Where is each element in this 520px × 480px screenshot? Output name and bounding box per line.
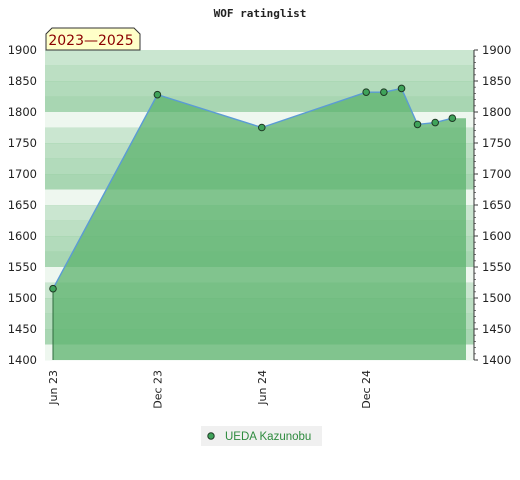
legend[interactable]: UEDA Kazunobu [201,426,322,446]
legend-series-label: UEDA Kazunobu [225,431,311,443]
area-fill [53,88,466,360]
background-band [45,50,474,66]
legend-marker [207,432,215,440]
y-tick-label-left: 1550 [8,260,37,274]
x-tick-label: Dec 24 [360,370,373,409]
x-tick-label: Jun 24 [256,370,269,406]
y-tick-label-right: 1800 [482,105,511,119]
y-tick-label-left: 1850 [8,74,37,88]
y-tick-label-left: 1900 [8,43,37,57]
data-markers [49,84,457,293]
y-tick-label-right: 1550 [482,260,511,274]
y-tick-label-right: 1450 [482,322,511,336]
data-point [431,118,439,127]
y-tick-label-right: 1500 [482,291,511,305]
y-tick-label-right: 1700 [482,167,511,181]
data-point [257,123,266,132]
data-point [413,120,422,129]
period-badge: 2023—2025 [45,27,141,51]
data-point [380,88,388,96]
data-point [448,114,457,122]
background-band [45,81,474,97]
y-tick-label-left: 1500 [8,291,37,305]
y-tick-label-left: 1800 [8,105,37,119]
data-point [49,284,57,293]
y-tick-label-right: 1400 [482,353,511,367]
chart-title: WOF ratinglist [214,7,307,20]
background-band [45,65,474,82]
y-tick-label-right: 1850 [482,74,511,88]
y-tick-label-right: 1900 [482,43,511,57]
data-point [153,90,162,99]
x-tick-label: Jun 23 [47,370,60,406]
y-tick-label-left: 1600 [8,229,37,243]
y-tick-label-left: 1400 [8,353,37,367]
y-tick-label-left: 1650 [8,198,37,212]
data-point [362,88,370,96]
y-tick-label-right: 1650 [482,198,511,212]
data-point [397,84,406,93]
y-tick-label-right: 1600 [482,229,511,243]
period-badge-box [45,27,141,51]
axes: 1400 1400 1450 1450 1500 1500 1550 1550 1600 1600… [8,43,512,409]
legend-box [201,426,322,446]
period-badge-label: 2023—2025 [48,33,133,49]
y-tick-label-left: 1700 [8,167,37,181]
y-tick-label-left: 1750 [8,136,37,150]
x-tick-label: Dec 23 [151,370,164,409]
y-tick-label-left: 1450 [8,322,37,336]
y-tick-label-right: 1750 [482,136,511,150]
